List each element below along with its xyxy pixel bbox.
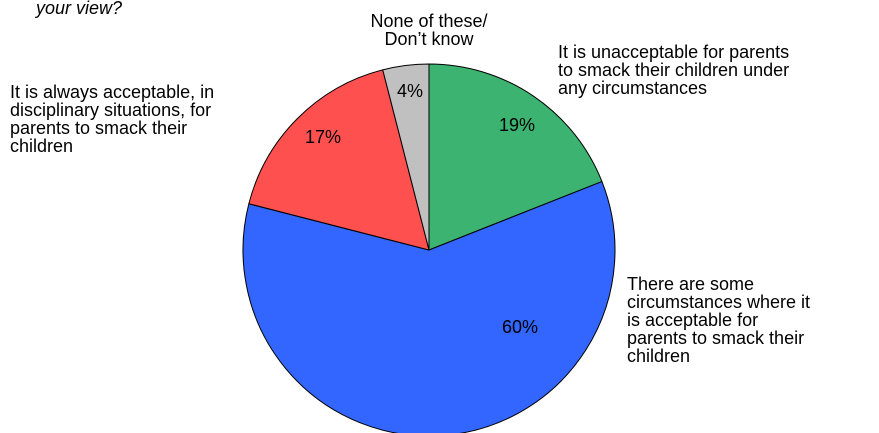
category-label-none-dont-know: None of these/Don’t know (370, 11, 487, 49)
category-label-line: circumstances where it (627, 292, 810, 312)
category-label-line: children (10, 136, 73, 156)
percent-label-none-dont-know: 4% (397, 81, 423, 101)
percent-label-unacceptable: 19% (499, 115, 535, 135)
category-label-line: It is always acceptable, in (10, 82, 214, 102)
pie-slice-always-acceptable (248, 69, 430, 251)
category-label-line: parents to smack their (627, 328, 804, 348)
percent-label-some-circumstances: 60% (502, 317, 538, 337)
category-label-line: to smack their children under (558, 60, 789, 80)
category-label-line: disciplinary situations, for (10, 100, 211, 120)
category-label-line: children (627, 346, 690, 366)
percent-labels: 19% 60% 17% 4% (305, 81, 538, 337)
category-label-line: None of these/ (370, 11, 487, 31)
category-label-some-circumstances: There are some circumstances where it is a… (627, 274, 810, 366)
pie-slice-some-circumstances (242, 181, 616, 433)
category-label-line: any circumstances (558, 78, 707, 98)
percent-label-always-acceptable: 17% (305, 127, 341, 147)
pie-slice-unacceptable (428, 63, 603, 251)
category-label-always-acceptable: It is always acceptable, in disciplinary … (10, 82, 214, 156)
category-label-line: It is unacceptable for parents (558, 42, 789, 62)
category-labels: It is unacceptable for parents to smack t… (10, 11, 810, 366)
category-label-unacceptable: It is unacceptable for parents to smack t… (558, 42, 789, 98)
category-label-line: There are some (627, 274, 754, 294)
category-label-line: parents to smack their (10, 118, 187, 138)
category-label-line: Don’t know (384, 29, 474, 49)
category-label-line: is acceptable for (627, 310, 758, 330)
question-title: your view? (34, 0, 122, 18)
pie-slice-none-dont-know (382, 63, 430, 251)
pie-slices (242, 63, 616, 433)
